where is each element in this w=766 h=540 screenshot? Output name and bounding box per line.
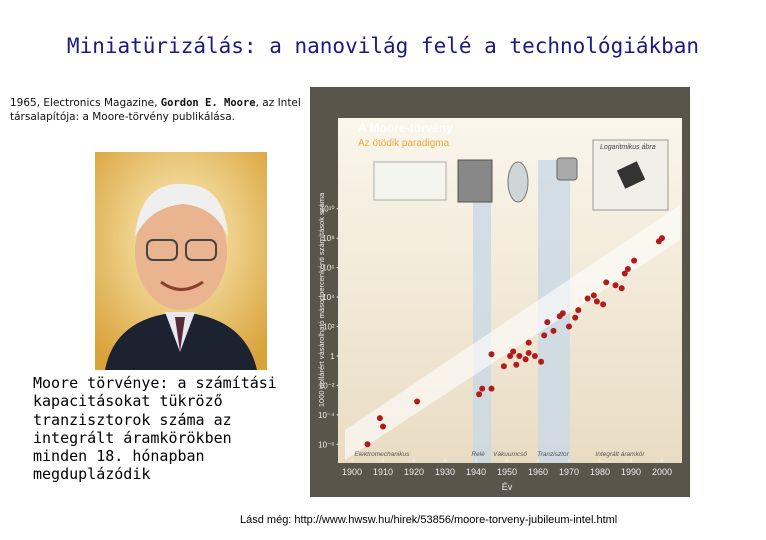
x-tick-label: 1910	[373, 467, 393, 477]
data-point	[575, 307, 582, 314]
data-point	[544, 319, 551, 326]
x-tick-label: 1980	[590, 467, 610, 477]
plot: 1900 1910 1920 1930 1940 1950 1960 1970 1980 1990…	[318, 205, 672, 477]
x-tick-label: 2000	[652, 467, 672, 477]
data-point	[516, 352, 523, 359]
x-tick-label: 1990	[621, 467, 641, 477]
y-tick-label: 10⁶	[322, 264, 334, 273]
y-axis-label: 1000 dollárért vásárolható másodpercenké…	[317, 192, 326, 407]
data-point	[584, 295, 591, 302]
x-tick-label: 1920	[404, 467, 424, 477]
era-label: Relé	[471, 451, 485, 458]
data-point	[559, 310, 566, 317]
x-tick-label: 1950	[497, 467, 517, 477]
data-point	[600, 301, 607, 308]
data-point	[525, 349, 532, 356]
data-point	[414, 398, 421, 405]
intro-part: 1965, Electronics Magazine,	[10, 97, 161, 109]
data-point	[510, 348, 517, 355]
y-tick-label: 10¹⁰	[320, 205, 335, 214]
inset-label: Logaritmikus ábra	[600, 144, 656, 151]
data-point	[522, 356, 529, 363]
y-tick-label: 10⁻⁶	[318, 440, 334, 449]
portrait	[95, 152, 267, 370]
data-point	[479, 385, 486, 392]
y-tick-label: 10⁸	[322, 234, 334, 243]
era-label: Tranzisztor	[537, 451, 569, 458]
data-point	[525, 339, 532, 346]
data-point	[513, 361, 520, 368]
data-point	[593, 298, 600, 305]
x-tick-label: 1930	[435, 467, 455, 477]
x-axis-label: Év	[502, 482, 513, 492]
data-point	[488, 351, 495, 358]
x-tick-label: 1960	[528, 467, 548, 477]
y-tick-label: 1	[330, 352, 335, 361]
data-point	[590, 292, 597, 299]
chip-icon	[616, 161, 646, 189]
tube-icon	[507, 161, 529, 203]
era-label: Integrált áramkör	[595, 451, 645, 458]
x-tick-label: 1900	[342, 467, 362, 477]
data-point	[364, 441, 371, 448]
data-point	[476, 391, 483, 398]
data-point	[538, 358, 545, 365]
era-label: Vákuumcső	[493, 451, 527, 458]
relay-icon	[457, 159, 493, 203]
y-tick-label: 10⁻⁴	[318, 411, 335, 420]
data-point	[541, 332, 548, 339]
data-point	[631, 257, 638, 264]
data-point	[507, 352, 514, 359]
intro-text: 1965, Electronics Magazine, Gordon E. Mo…	[10, 96, 310, 124]
data-point	[603, 279, 610, 286]
figure-subtitle: Az ötödik paradigma	[358, 138, 450, 149]
data-point	[659, 235, 665, 242]
data-point	[624, 266, 631, 273]
calc-icon	[373, 161, 447, 201]
era-band	[473, 160, 491, 463]
data-point	[500, 363, 507, 370]
trend-band	[345, 205, 680, 460]
data-point	[531, 352, 538, 359]
x-tick-label: 1970	[559, 467, 579, 477]
intro-name: Gordon E. Moore	[160, 97, 256, 109]
data-point	[550, 327, 557, 334]
transistor-icon	[556, 157, 578, 181]
slide-title: Miniatürizálás: a nanovilág felé a techn…	[66, 34, 700, 58]
data-point	[376, 415, 383, 422]
y-tick-label: 10⁻²	[319, 381, 335, 390]
data-point	[612, 282, 619, 289]
y-tick-label: 10⁴	[322, 293, 335, 302]
caption: Moore törvénye: a számítási kapacitásoka…	[33, 374, 277, 484]
data-point	[618, 285, 625, 292]
data-point	[621, 270, 628, 277]
y-tick-label: 10²	[323, 323, 335, 332]
data-point	[380, 423, 386, 430]
data-point	[488, 385, 495, 392]
x-tick-label: 1940	[466, 467, 486, 477]
era-label: Elektromechanikus	[355, 451, 411, 458]
data-point	[566, 323, 572, 330]
intro-part: , az Intel társalapítója: a Moore-törvén…	[10, 97, 301, 123]
figure-title: A Moore-törvény	[358, 121, 453, 135]
source-link[interactable]: Lásd még: http://www.hwsw.hu/hirek/53856…	[240, 514, 618, 526]
data-point	[572, 314, 579, 321]
